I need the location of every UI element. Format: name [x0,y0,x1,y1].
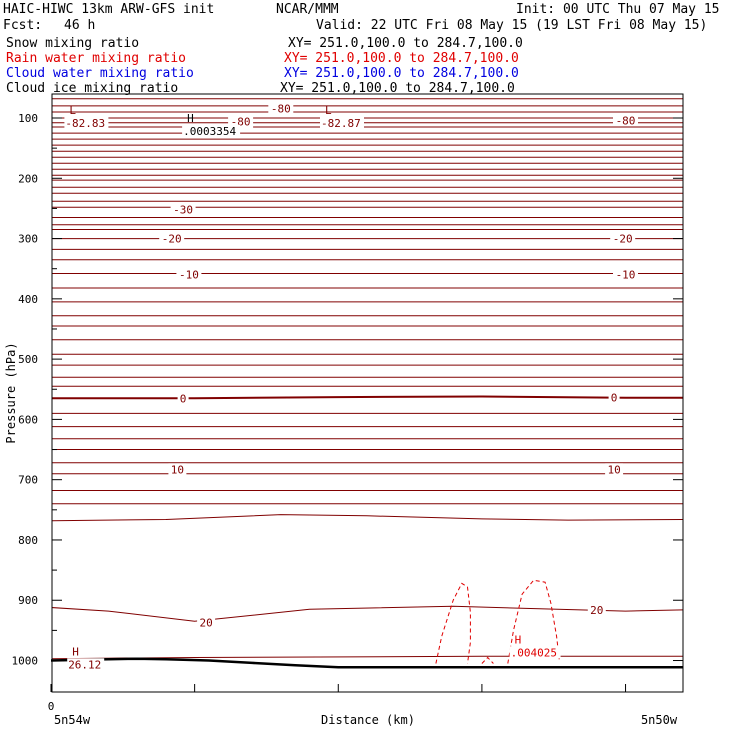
contour-label-bg [177,392,189,405]
contour-label: 10 [171,463,184,476]
contour-label: -20 [162,233,182,246]
contour-label-bg [197,616,216,629]
header-org: NCAR/MMM [276,2,339,17]
y-tick-label: 200 [18,172,38,185]
contour-label-bg [228,115,254,128]
contour-label: -20 [613,233,633,246]
header-fcst-label: Fcst: [3,18,43,33]
y-tick-label: 400 [18,293,38,306]
high-low-value: .004025 [511,646,557,659]
x-axis-title: Distance (km) [321,713,415,727]
contour-label: -10 [616,269,636,282]
contour-label-bg [268,102,294,115]
contour-label: -10 [179,269,199,282]
x-left-location-label: 5n54w [54,713,91,727]
temperature-contour-line [52,514,683,522]
rain-contour-line [435,582,471,664]
contour-label: 0 [180,392,187,405]
field-rain-xy: XY= 251.0,100.0 to 284.7,100.0 [284,51,519,66]
high-low-value-bg [509,646,561,659]
contour-label-bg [613,114,638,127]
contour-label-bg [176,268,202,281]
contour-label: 0 [611,392,618,405]
high-low-value-bg [64,117,109,129]
header-init: Init: 00 UTC Thu 07 May 15 [516,2,720,17]
high-low-value: -82.87 [321,117,361,130]
high-low-value-bg [320,117,364,129]
contour-label: 10 [607,463,620,476]
high-low-mark: L [325,104,332,117]
x-right-location-label: 5n50w [641,713,678,727]
high-low-mark: H [187,112,194,125]
high-low-value: -82.83 [65,117,105,130]
field-cloudice-xy: XY= 251.0,100.0 to 284.7,100.0 [280,81,515,96]
x-tick-label: 0 [48,700,55,713]
high-low-value: 26.12 [68,658,101,671]
contour-label-bg [168,463,187,476]
contour-label-bg [613,268,638,281]
contour-label-bg [159,232,185,245]
y-tick-label: 300 [18,233,38,246]
contour-label: -80 [271,102,291,115]
field-snow-xy: XY= 251.0,100.0 to 284.7,100.0 [288,36,523,51]
high-low-value-bg [182,124,241,137]
high-low-mark: H [72,645,79,658]
terrain-line [50,657,683,669]
high-low-mark: H [515,633,522,646]
field-snow-name: Snow mixing ratio [6,36,140,51]
contour-label-bg [605,463,624,476]
temperature-contour-line [52,605,683,622]
freezing-level-line [52,395,683,400]
plot-border [51,93,684,693]
rain-contour-line [507,579,560,664]
field-cloudwater-xy: XY= 251.0,100.0 to 284.7,100.0 [284,66,519,81]
y-tick-label: 900 [18,594,38,607]
temperature-contours [52,98,683,660]
header-fcst-value: 46 h [64,18,96,33]
rain-contour-line [481,656,494,664]
contour-label-bg [610,232,636,245]
contour-label: -80 [616,114,636,127]
high-low-value: .0003354 [183,125,236,138]
contour-label: 20 [590,604,603,617]
y-tick-label: 500 [18,353,38,366]
terrain-layer [50,657,683,669]
field-rain-name: Rain water mixing ratio [6,51,187,66]
header-valid: Valid: 22 UTC Fri 08 May 15 (19 LST Fri … [316,18,708,33]
field-cloudice-name: Cloud ice mixing ratio [6,81,179,96]
contour-label: -30 [173,204,193,217]
high-low-mark: L [69,104,76,117]
y-tick-label: 1000 [12,655,39,668]
header-title: HAIC-HIWC 13km ARW-GFS init [3,2,215,17]
rain-contours [435,579,560,664]
plot-frame [51,93,684,693]
contour-label-bg [587,603,606,616]
field-cloudwater-name: Cloud water mixing ratio [6,66,194,81]
high-low-value-bg [67,658,105,671]
y-tick-label: 700 [18,474,38,487]
y-tick-label: 100 [18,112,38,125]
contour-label: 20 [199,617,212,630]
contour-label-bg [608,391,620,404]
y-tick-label: 600 [18,413,38,426]
y-axis-title: Pressure (hPa) [4,342,18,443]
contour-labels: -80-80 -80-30-20 -20-10 -100 010 102020L-82.8… [64,102,638,671]
contour-label-bg [170,203,196,216]
y-tick-label: 800 [18,534,38,547]
